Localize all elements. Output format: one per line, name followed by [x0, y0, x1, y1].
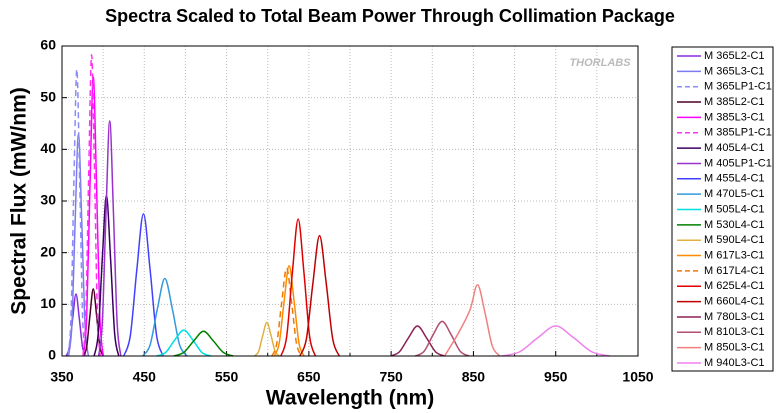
legend-label: M 940L3-C1 [704, 357, 765, 369]
y-tick-label: 0 [48, 347, 56, 363]
legend-label: M 455L4-C1 [704, 173, 765, 185]
legend-label: M 385LP1-C1 [704, 127, 772, 139]
legend-label: M 530L4-C1 [704, 219, 765, 231]
spectrum-line [299, 234, 341, 357]
spectrum-line [142, 277, 188, 357]
spectrum-line [390, 325, 445, 357]
spectrum-line [271, 267, 303, 357]
x-tick-label: 750 [379, 369, 403, 385]
y-tick-label: 40 [40, 140, 56, 156]
x-tick-label: 350 [50, 369, 74, 385]
legend-label: M 365L2-C1 [704, 50, 765, 62]
legend-label: M 810L3-C1 [704, 326, 765, 338]
legend-label: M 505L4-C1 [704, 203, 765, 215]
y-tick-label: 20 [40, 243, 56, 259]
chart-title: Spectra Scaled to Total Beam Power Throu… [105, 6, 675, 26]
legend-label: M 365LP1-C1 [704, 81, 772, 93]
x-tick-label: 450 [133, 369, 157, 385]
legend-label: M 780L3-C1 [704, 311, 765, 323]
legend-label: M 625L4-C1 [704, 280, 765, 292]
y-tick-label: 60 [40, 37, 56, 53]
legend-label: M 470L5-C1 [704, 188, 765, 200]
x-tick-label: 950 [544, 369, 568, 385]
spectrum-line [97, 120, 122, 357]
x-axis-label: Wavelength (nm) [266, 387, 434, 410]
legend-label: M 660L4-C1 [704, 296, 765, 308]
spectrum-line [253, 321, 280, 357]
legend-label: M 850L3-C1 [704, 342, 765, 354]
spectrum-line [414, 320, 470, 357]
spectrum-line [67, 68, 87, 357]
plot-frame [61, 45, 639, 357]
legend-label: M 617L4-C1 [704, 265, 765, 277]
watermark: THORLABS [569, 57, 631, 69]
legend-label: M 405L4-C1 [704, 142, 765, 154]
y-tick-label: 30 [40, 192, 56, 208]
spectrum-line [501, 325, 611, 357]
y-tick-label: 10 [40, 295, 56, 311]
legend-label: M 385L3-C1 [704, 111, 765, 123]
legend-label: M 590L4-C1 [704, 234, 765, 246]
x-tick-label: 850 [462, 369, 486, 385]
spectrum-line [280, 218, 317, 357]
x-tick-label: 650 [297, 369, 321, 385]
legend-label: M 385L2-C1 [704, 96, 765, 108]
legend-label: M 617L3-C1 [704, 249, 765, 261]
spectrum-line [156, 329, 212, 357]
spectrum-line [82, 54, 102, 357]
spectrum-line [173, 330, 234, 357]
x-tick-label: 1050 [622, 369, 653, 385]
legend-label: M 365L3-C1 [704, 65, 765, 77]
spectrum-line [123, 213, 164, 357]
x-tick-label: 550 [215, 369, 239, 385]
spectrum-line [443, 283, 501, 357]
spectrum-line [273, 264, 305, 357]
y-axis-label: Spectral Flux (mW/nm) [8, 87, 31, 315]
y-tick-label: 50 [40, 88, 56, 104]
legend-label: M 405LP1-C1 [704, 157, 772, 169]
